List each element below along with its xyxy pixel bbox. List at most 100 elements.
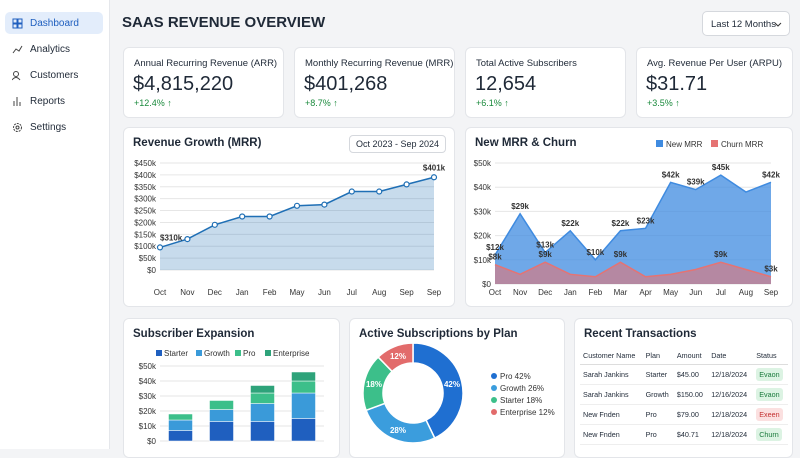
point <box>266 213 273 220</box>
bar-segment <box>168 419 193 431</box>
table-cell: Sarah Jankins <box>580 384 643 405</box>
legend-label: Enterprise <box>273 349 310 358</box>
legend-swatch <box>711 140 718 147</box>
bar-segment <box>209 421 234 442</box>
legend-swatch <box>656 140 663 147</box>
y-tick-label: $50k <box>474 159 492 168</box>
kpi-value: $401,268 <box>304 73 388 95</box>
table-cell: Evaon <box>753 364 788 385</box>
table-cell: Pro <box>642 424 674 445</box>
legend-swatch <box>196 350 202 356</box>
range-dropdown[interactable]: Last 12 Months <box>702 11 790 36</box>
value-label: $3k <box>764 265 778 274</box>
bar-segment <box>168 413 193 421</box>
cell-text: 12/18/2024 <box>711 370 748 379</box>
table-cell: Exeen <box>753 404 788 425</box>
kpi-label: Total Active Subscribers <box>476 58 577 69</box>
cell-text: $79.00 <box>676 410 699 419</box>
y-tick-label: $200k <box>134 218 157 227</box>
table-cell: Churn <box>753 424 788 445</box>
cell-text: New Fnden <box>583 410 620 419</box>
nav-item[interactable]: Reports <box>5 90 103 112</box>
kpi-value: $31.71 <box>646 73 708 95</box>
cell-text: 12/18/2024 <box>711 430 748 439</box>
bar-segment <box>250 392 275 404</box>
nav-label: Analytics <box>30 43 71 55</box>
column-header: Amount <box>673 347 709 365</box>
point <box>211 221 218 228</box>
y-tick-label: $50k <box>139 362 157 371</box>
y-tick-label: $30k <box>474 207 492 216</box>
point <box>293 202 301 209</box>
cell-text: 12/16/2024 <box>711 390 748 399</box>
nav-item[interactable]: Analytics <box>5 38 103 60</box>
bar-segment <box>209 409 234 422</box>
column-header: Plan <box>642 347 674 365</box>
y-tick-label: $100k <box>134 242 157 251</box>
y-tick-label: $30k <box>139 392 157 401</box>
y-tick-label: $50k <box>139 254 157 263</box>
nav-item[interactable]: Settings <box>5 116 103 138</box>
nav-item[interactable]: Dashboard <box>5 12 103 34</box>
legend-label: New MRR <box>666 140 703 149</box>
kpi-change: +3.5% ↑ <box>647 98 680 108</box>
table-cell: 12/18/2024 <box>708 424 754 445</box>
legend-swatch <box>265 350 271 356</box>
cell-text: Starter <box>645 370 668 379</box>
cell-text: $40.71 <box>676 430 699 439</box>
chart-card: $0 $10k $20k $30k $40k $50k Oct Nov Dec Jan Feb Mar… <box>465 127 793 307</box>
y-tick-label: $40k <box>474 183 492 192</box>
bar-segment <box>291 371 316 382</box>
x-tick-label: Jan <box>236 288 249 297</box>
annotation: $401k <box>423 163 446 172</box>
x-tick-label: Jun <box>318 288 331 297</box>
x-tick-label: Nov <box>180 288 194 297</box>
line <box>494 261 772 278</box>
table-cell: $40.71 <box>673 424 709 445</box>
chart: $0 $50k $100k $150k $200k $250k $300k $350k $400… <box>134 159 446 297</box>
legend-label: Growth <box>204 349 230 358</box>
x-tick-label: Sep <box>764 288 779 297</box>
nav-item[interactable]: Customers <box>5 64 103 86</box>
x-tick-label: May <box>289 288 304 297</box>
nav-label: Settings <box>30 121 67 133</box>
nav-label: Customers <box>30 69 79 81</box>
status-badge: Exeen <box>756 408 783 421</box>
value-label: $39k <box>687 178 705 187</box>
slice-label: 12% <box>390 352 406 361</box>
status-badge: Evaon <box>756 388 783 401</box>
kpi-value: 12,654 <box>475 73 537 95</box>
x-tick-label: Apr <box>639 288 652 297</box>
y-tick-label: $250k <box>134 207 157 216</box>
bar-segment <box>168 430 193 442</box>
kpi-card: Monthly Recurring Revenue (MRR) $401,268 +… <box>294 47 455 118</box>
icon <box>12 18 23 28</box>
table-row: New Fnden Pro $79.00 12/18/2024 Exeen <box>580 404 788 425</box>
point <box>430 174 438 181</box>
chart: 42% Pro 42% 28% Growth 26% 18% Starter 18% 12%… <box>362 342 555 444</box>
legend-label: Pro <box>243 349 256 358</box>
value-label: $22k <box>561 219 579 228</box>
x-tick-label: Aug <box>372 288 386 297</box>
y-tick-label: $400k <box>134 171 157 180</box>
value-label: $8k <box>488 253 502 262</box>
donut-slice <box>412 342 464 440</box>
table-cell: Evaon <box>753 384 788 405</box>
cell-text: New Fnden <box>583 430 620 439</box>
table-cell: Sarah Jankins <box>580 364 643 385</box>
legend-label: Starter <box>164 349 188 358</box>
nav-label: Reports <box>30 95 66 107</box>
sidebar: Dashboard Analytics Customers Reports Se… <box>0 0 110 449</box>
y-tick-label: $0 <box>147 437 156 446</box>
transactions-table: Customer Name Plan Amount Date Status Sarah J… <box>580 347 788 445</box>
bar-segment <box>291 418 316 442</box>
x-tick-label: Mar <box>614 288 628 297</box>
chart: $0 $10k $20k $30k $40k $50k Starter Growth Pro En… <box>139 349 324 446</box>
y-tick-label: $10k <box>139 422 157 431</box>
point <box>184 235 191 243</box>
kpi-card: Avg. Revenue Per User (ARPU) $31.71 +3.5% … <box>636 47 793 118</box>
slice-label: 42% <box>444 380 460 389</box>
line <box>494 174 772 261</box>
annotation: $310k <box>160 233 183 242</box>
